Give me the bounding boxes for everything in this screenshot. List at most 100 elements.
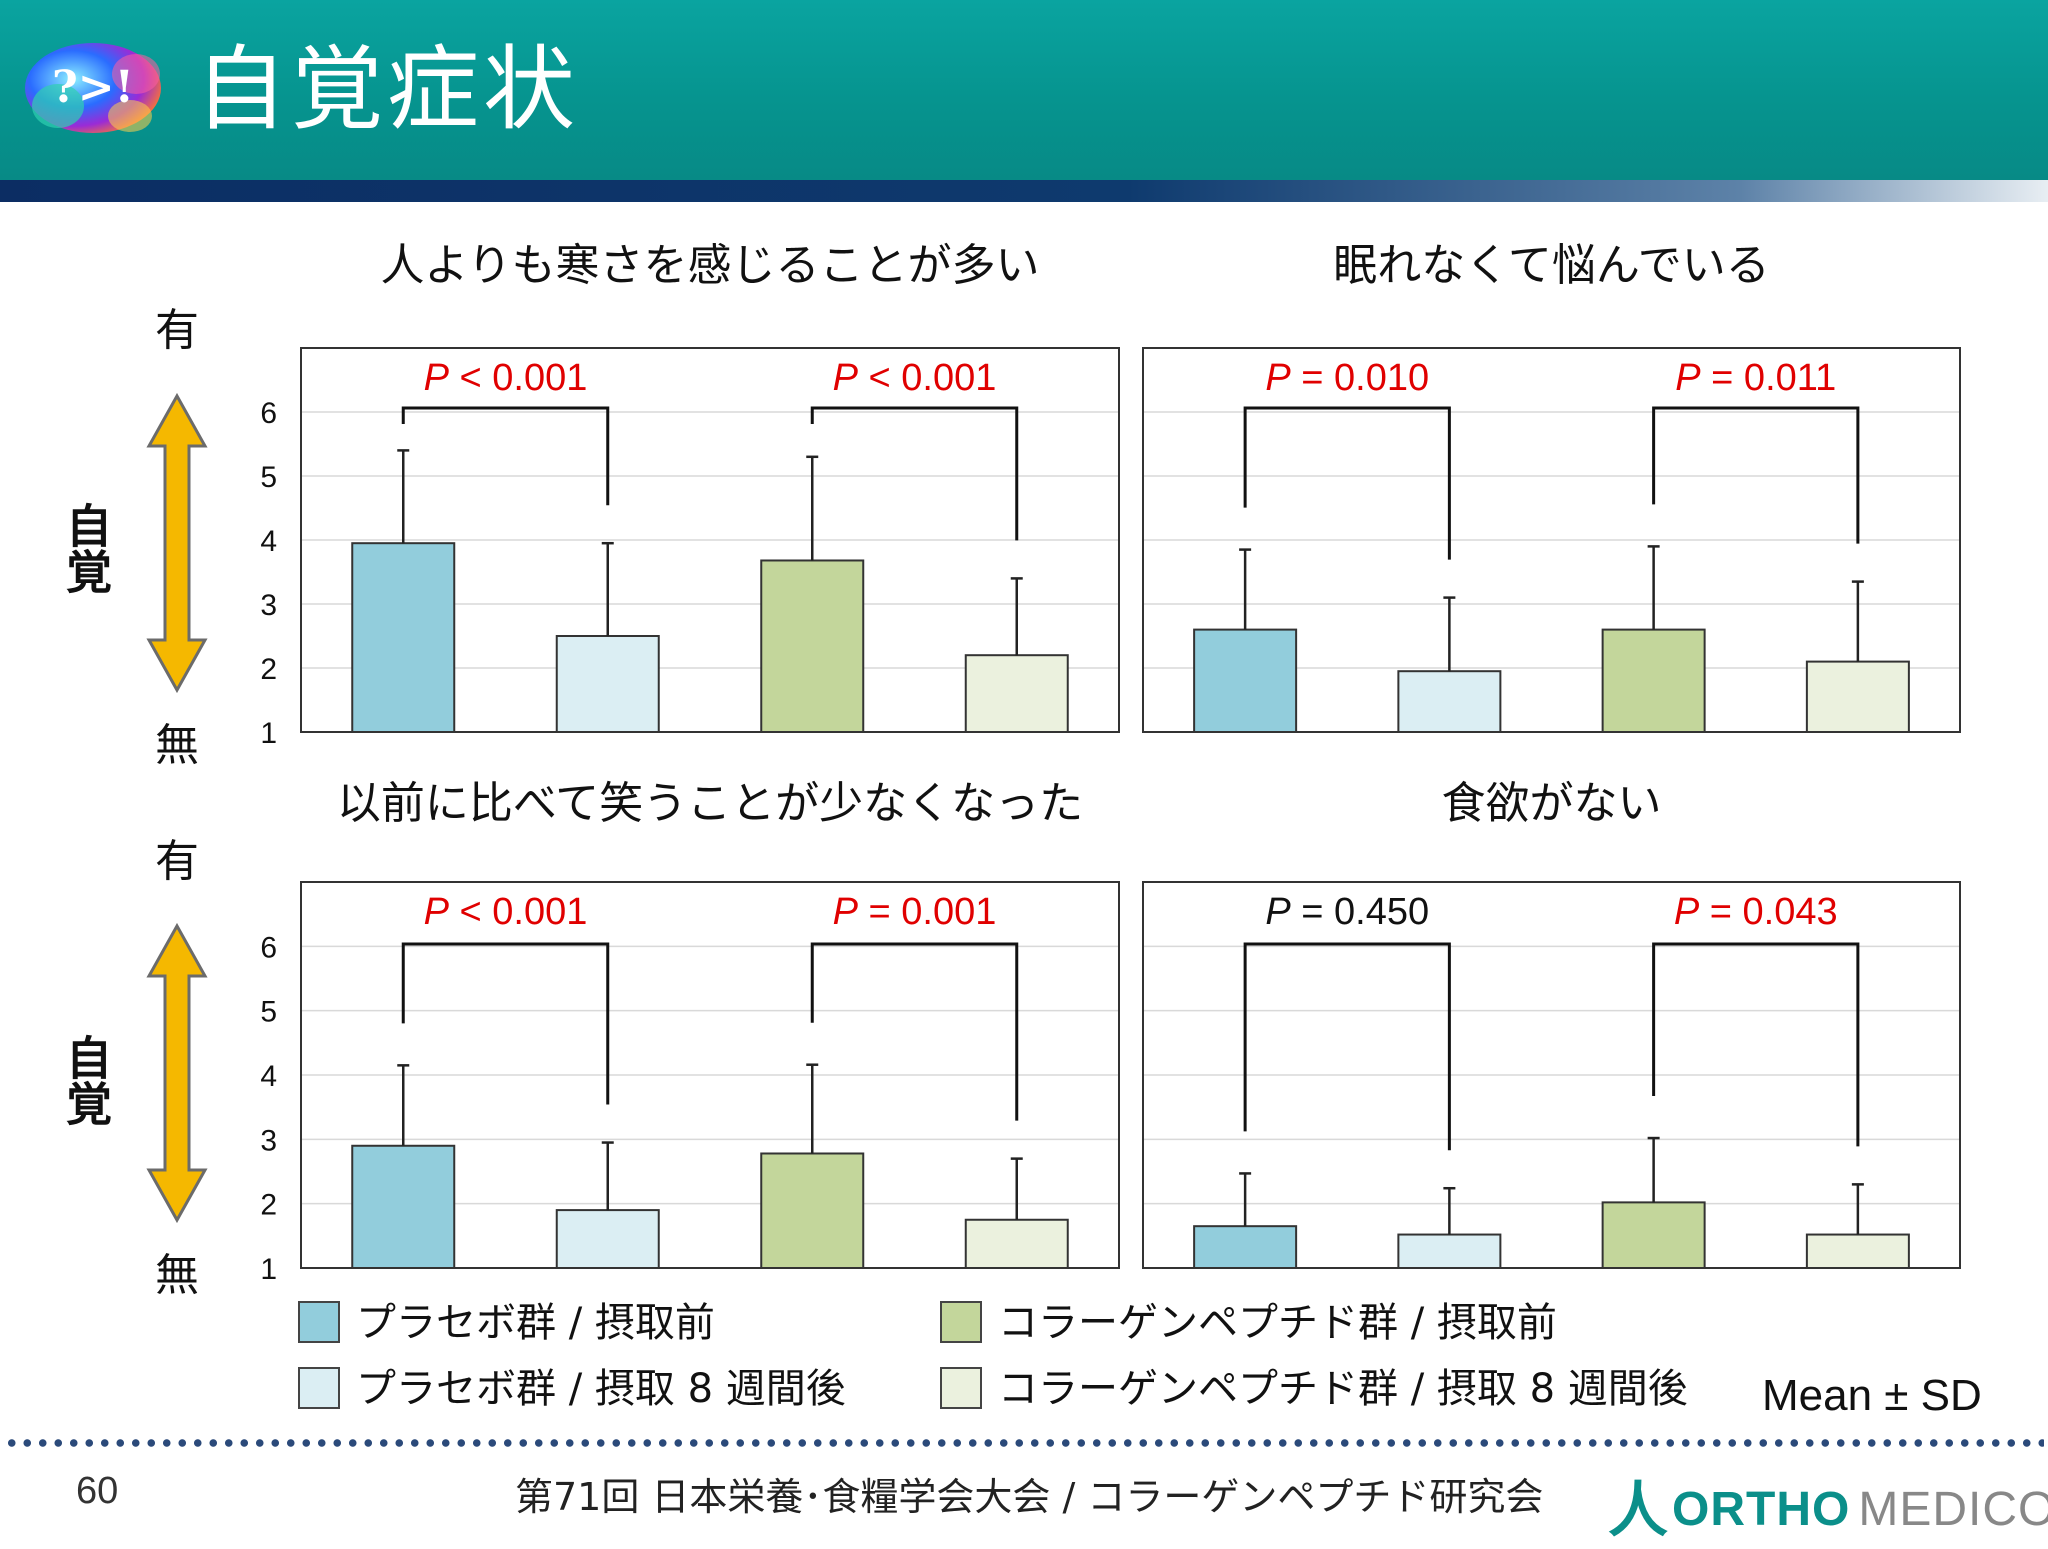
significance-bracket [1243, 942, 1451, 1151]
company-logo: 人ORTHO MEDICO [1608, 1462, 2048, 1544]
significance-bracket [401, 406, 610, 506]
bar [555, 635, 660, 733]
y-tick-label: 5 [260, 996, 277, 1029]
chart-title: 食欲がない [1442, 778, 1662, 829]
p-value: = 0.450 [1291, 891, 1429, 933]
bar [964, 1218, 1069, 1269]
p-symbol: P [833, 891, 859, 933]
bar [1397, 1233, 1502, 1269]
legend-item-collagen-after: コラーゲンペプチド群 / 摂取 8 週間後 [940, 1364, 1688, 1414]
legend-swatch-collagen-after [940, 1367, 982, 1409]
y-tick-label: 3 [260, 589, 277, 622]
chart-title: 眠れなくて悩んでいる [1333, 240, 1769, 291]
y-tick-label: 4 [260, 1060, 277, 1093]
chart-title: 人よりも寒さを感じることが多い [380, 240, 1039, 291]
significance-bracket [1243, 406, 1451, 560]
p-symbol: P [424, 891, 450, 933]
legend-label: コラーゲンペプチド群 / 摂取前 [998, 1300, 1557, 1346]
y-axis-indicator-1: 有無 自覚 [59, 305, 208, 771]
bar [1193, 1225, 1298, 1270]
header-band [0, 0, 2048, 180]
p-symbol: P [1265, 357, 1291, 399]
legend-label: プラセボ群 / 摂取 8 週間後 [356, 1366, 846, 1412]
bar [1601, 1201, 1706, 1270]
legend-swatch-placebo-after [298, 1367, 340, 1409]
footer-conference-text: 第71回 日本栄養･食糧学会大会 / コラーゲンペプチド研究会 [515, 1475, 1544, 1519]
p-symbol: P [1674, 891, 1700, 933]
p-value: = 0.001 [858, 891, 996, 933]
bar [1397, 670, 1502, 734]
significance-bracket [401, 942, 610, 1105]
y-tick-label: 1 [260, 717, 277, 750]
axis-end-label-bottom: 無 [155, 1250, 199, 1301]
page-title: 自覚症状 [195, 36, 580, 143]
bar [1805, 1233, 1910, 1269]
legend-swatch-collagen-before [940, 1301, 982, 1343]
logo-text: ?>! [52, 62, 134, 113]
y-tick-label: 6 [260, 397, 277, 430]
p-value-label: P = 0.010 [1265, 357, 1429, 399]
legend-item-placebo-before: プラセボ群 / 摂取前 [298, 1298, 715, 1348]
legend-swatch-placebo-before [298, 1301, 340, 1343]
p-value-label: P = 0.001 [833, 891, 997, 933]
y-tick-label: 3 [260, 1124, 277, 1157]
p-symbol: P [1265, 891, 1291, 933]
p-value-label: P = 0.043 [1674, 891, 1838, 933]
p-value: = 0.011 [1701, 357, 1837, 399]
p-value-label: P = 0.450 [1265, 891, 1429, 933]
axis-end-label-bottom: 無 [155, 720, 199, 771]
significance-bracket [810, 406, 1019, 541]
significance-bracket [810, 942, 1019, 1121]
bar [351, 542, 456, 734]
bar [1805, 660, 1910, 733]
chart-title: 以前に比べて笑うことが少なくなった [337, 778, 1083, 829]
y-tick-label: 2 [260, 1189, 277, 1222]
footer-dotted-divider [4, 1438, 2044, 1448]
plot-frame [1142, 881, 1961, 1269]
axis-label-vertical: 自覚 [59, 502, 113, 594]
company-word-ortho: ORTHO [1672, 1483, 1851, 1536]
plot-frame [1142, 347, 1961, 733]
y-tick-label: 1 [260, 1253, 277, 1286]
p-value: = 0.010 [1291, 357, 1429, 399]
y-tick-label: 5 [260, 461, 277, 494]
significance-bracket [1652, 942, 1860, 1147]
y-tick-label: 6 [260, 931, 277, 964]
axis-end-label-top: 有 [155, 836, 199, 887]
axis-end-label-top: 有 [155, 305, 199, 356]
p-symbol: P [833, 357, 859, 399]
p-symbol: P [1675, 357, 1701, 399]
bar [1601, 628, 1706, 733]
significance-bracket [1652, 406, 1860, 544]
page-number: 60 [76, 1470, 119, 1512]
plot-frame [300, 881, 1120, 1269]
double-arrow-icon [146, 392, 208, 694]
y-axis-indicator-2: 有無 自覚 [59, 836, 208, 1301]
p-value-label: P < 0.001 [424, 891, 588, 933]
y-tick-label: 2 [260, 653, 277, 686]
header-bar [0, 180, 2048, 202]
legend-label: コラーゲンペプチド群 / 摂取 8 週間後 [998, 1366, 1688, 1412]
double-arrow-icon [146, 922, 208, 1224]
bar [964, 654, 1069, 734]
legend-item-placebo-after: プラセボ群 / 摂取 8 週間後 [298, 1364, 846, 1414]
p-value-label: P < 0.001 [424, 357, 588, 399]
bar [1193, 628, 1298, 733]
legend-item-collagen-before: コラーゲンペプチド群 / 摂取前 [940, 1298, 1557, 1348]
plot-frame [300, 347, 1120, 733]
bar [555, 1209, 660, 1269]
axis-label-vertical: 自覚 [59, 1034, 113, 1126]
person-mark-icon: 人 [1608, 1477, 1668, 1544]
p-symbol: P [424, 357, 450, 399]
question-exclamation-logo-icon: ?>! [25, 43, 161, 133]
p-value-label: P < 0.001 [833, 357, 997, 399]
bar [760, 1152, 865, 1270]
mean-sd-note: Mean ± SD [1762, 1371, 1982, 1420]
p-value-label: P = 0.011 [1675, 357, 1836, 399]
bar [760, 559, 865, 733]
p-value: < 0.001 [449, 891, 587, 933]
